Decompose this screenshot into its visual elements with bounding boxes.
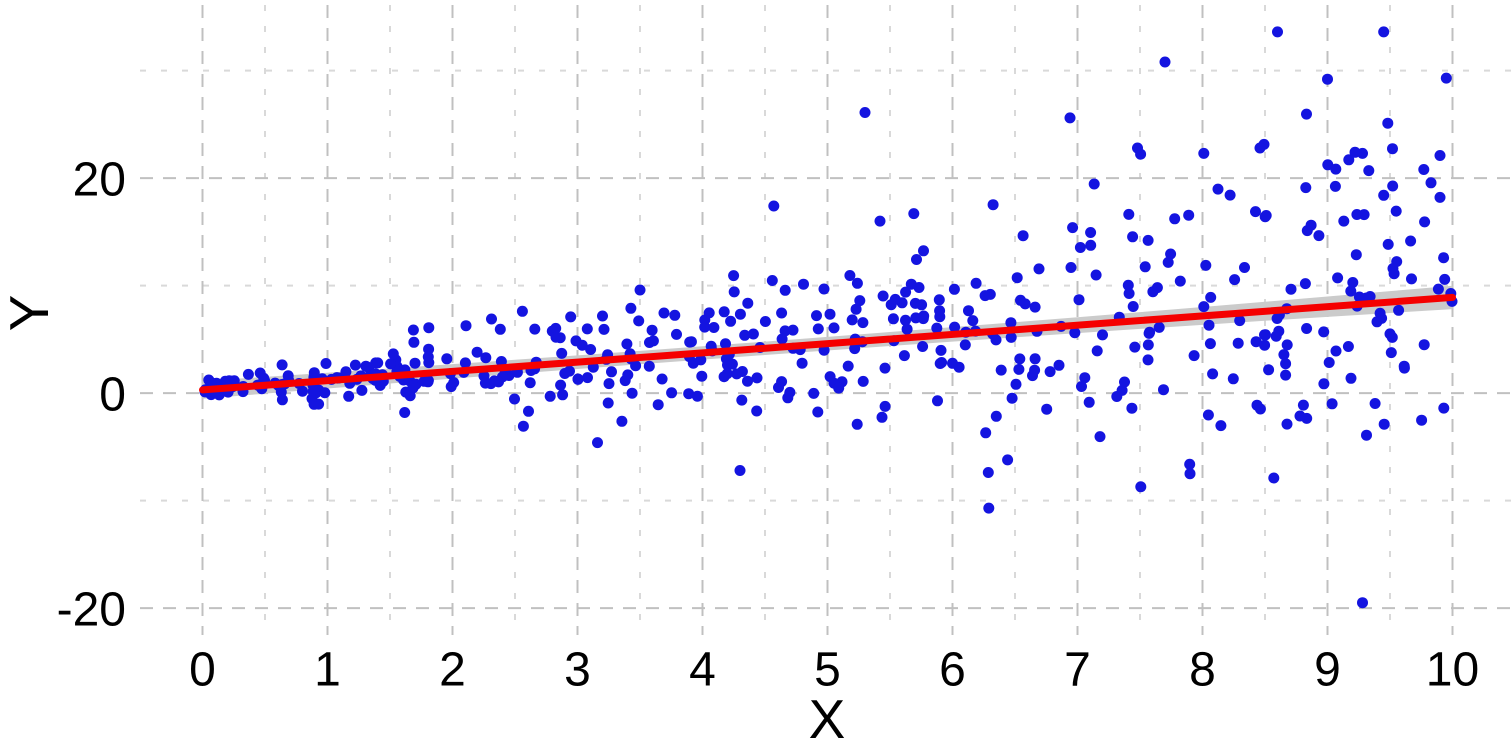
y-axis-label: Y	[0, 295, 60, 332]
major-gridlines	[140, 5, 1512, 635]
regression-line	[199, 293, 1456, 394]
x-tick-label: 8	[1189, 643, 1216, 696]
y-axis-tick-labels: -20 0 20	[57, 153, 126, 636]
x-tick-label: 3	[564, 643, 591, 696]
x-tick-label: 0	[189, 643, 216, 696]
x-tick-label: 9	[1314, 643, 1341, 696]
x-tick-label: 1	[314, 643, 341, 696]
x-axis-tick-labels: 0 1 2 3 4 5 6 7 8 9 10	[189, 643, 1479, 696]
x-tick-label: 2	[439, 643, 466, 696]
x-tick-label: 4	[689, 643, 716, 696]
minor-gridlines	[140, 5, 1512, 635]
y-tick-label: -20	[57, 583, 126, 636]
x-tick-label: 6	[939, 643, 966, 696]
x-tick-label: 7	[1064, 643, 1091, 696]
x-tick-label: 10	[1426, 643, 1479, 696]
x-axis-label: X	[809, 688, 846, 750]
y-tick-label: 0	[99, 368, 126, 421]
y-tick-label: 20	[73, 153, 126, 206]
x-tick-label: 5	[814, 643, 841, 696]
